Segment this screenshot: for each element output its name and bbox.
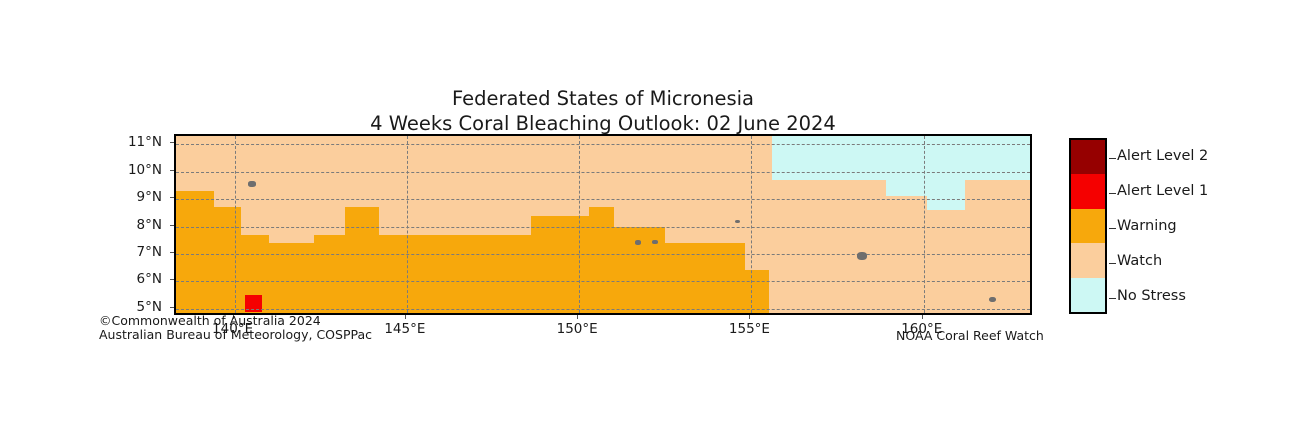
x-axis-tick-mark (577, 315, 579, 319)
x-axis-tick-label: 145°E (384, 321, 426, 337)
y-axis-tick-mark (170, 251, 174, 253)
y-axis-tick-label: 9°N (136, 189, 162, 206)
gridline-parallel (176, 226, 1030, 228)
legend-swatch (1071, 174, 1105, 209)
raster-cell (313, 234, 345, 313)
y-axis-tick-label: 7°N (136, 243, 162, 260)
y-axis-tick-label: 6°N (136, 271, 162, 288)
legend-label: Alert Level 1 (1117, 182, 1209, 199)
y-axis-tick-label: 8°N (136, 216, 162, 233)
raster-cell (589, 207, 614, 313)
island-marker (248, 181, 256, 187)
legend-swatch (1071, 208, 1105, 244)
raster-cell (244, 295, 263, 312)
map-plot-area (174, 134, 1032, 315)
x-axis-tick-mark (404, 315, 406, 319)
credit-agency: Australian Bureau of Meteorology, COSPPa… (99, 327, 372, 342)
island-landmass-layer (176, 136, 1030, 313)
gridline-meridian (751, 136, 753, 313)
graticule-grid-layer (176, 136, 1030, 313)
raster-cell (744, 270, 769, 313)
legend-swatch (1071, 243, 1105, 278)
credit-copyright: ©Commonwealth of Australia 2024 (99, 313, 321, 328)
y-axis-tick-label: 10°N (127, 161, 162, 178)
raster-cell (176, 190, 214, 313)
y-axis-tick-mark (170, 197, 174, 199)
x-axis-tick-mark (232, 315, 234, 319)
legend-tick-mark (1109, 263, 1116, 265)
y-axis-tick-mark (170, 169, 174, 171)
raster-cell (827, 136, 1030, 158)
legend-label: Warning (1117, 218, 1177, 234)
y-axis-tick-label: 11°N (127, 134, 162, 151)
title-line-subtitle: 4 Weeks Coral Bleaching Outlook: 02 June… (370, 112, 836, 135)
legend-colorbar (1069, 138, 1116, 314)
credit-bom: ©Commonwealth of Australia 2024 Australi… (99, 314, 372, 342)
x-axis-tick-label: 160°E (901, 321, 943, 337)
raster-cell (885, 157, 966, 197)
gridline-meridian (234, 136, 236, 313)
x-axis-tick-label: 150°E (556, 321, 598, 337)
gridline-parallel (176, 281, 1030, 283)
gridline-parallel (176, 253, 1030, 255)
legend-swatch (1071, 140, 1105, 175)
legend-tick-mark (1109, 157, 1116, 159)
island-marker (988, 296, 997, 303)
legend-tick-mark (1109, 192, 1116, 194)
raster-cell (213, 207, 242, 313)
gridline-parallel (176, 144, 1030, 146)
y-axis-tick-mark (170, 224, 174, 226)
raster-cell (344, 207, 380, 313)
x-axis-tick-label: 140°E (212, 321, 254, 337)
x-axis-tick-label: 155°E (728, 321, 770, 337)
island-marker (856, 252, 867, 260)
y-axis-tick-label: 5°N (136, 298, 162, 315)
legend-swatch (1071, 277, 1105, 312)
legend-tick-mark (1109, 298, 1116, 300)
raster-cell (379, 234, 531, 313)
legend-label: Alert Level 2 (1117, 147, 1209, 164)
x-axis-tick-mark (749, 315, 751, 319)
title-line-region: Federated States of Micronesia (451, 87, 755, 110)
gridline-parallel (176, 199, 1030, 201)
page-title: Federated States of Micronesia 4 Weeks C… (174, 86, 1032, 136)
island-marker (734, 219, 741, 224)
y-axis-tick-mark (170, 306, 174, 308)
legend-label: No Stress (1117, 288, 1186, 305)
legend-label: Watch (1117, 253, 1163, 270)
gridline-meridian (406, 136, 408, 313)
gridline-parallel (176, 308, 1030, 310)
y-axis-tick-mark (170, 142, 174, 144)
legend-tick-mark (1109, 228, 1116, 229)
island-marker (634, 240, 641, 245)
gridline-parallel (176, 171, 1030, 173)
island-marker (652, 239, 658, 245)
gridline-meridian (579, 136, 581, 313)
credit-noaa: NOAA Coral Reef Watch (896, 328, 1044, 343)
gridline-meridian (923, 136, 925, 313)
x-axis-tick-mark (921, 315, 923, 319)
y-axis-tick-mark (170, 279, 174, 281)
